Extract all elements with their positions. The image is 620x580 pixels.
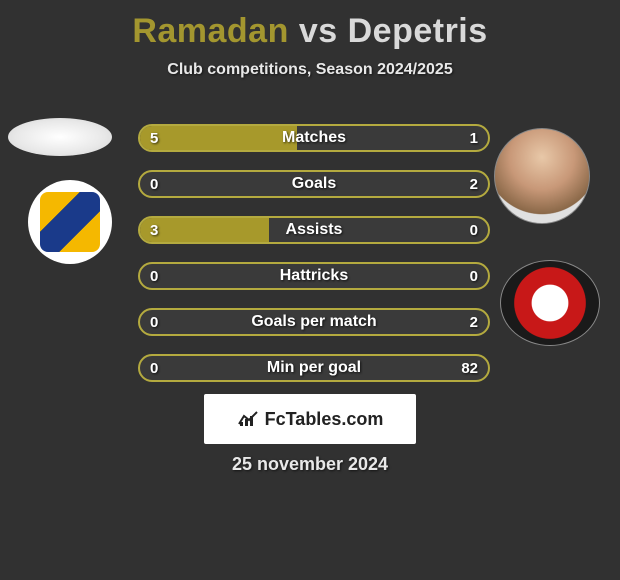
stat-value-right: 2	[470, 310, 478, 334]
stat-label: Min per goal	[140, 356, 488, 380]
player1-avatar	[8, 118, 112, 156]
stat-value-right: 0	[470, 218, 478, 242]
stat-value-right: 2	[470, 172, 478, 196]
subtitle: Club competitions, Season 2024/2025	[0, 61, 620, 79]
player1-club-badge-inner	[40, 192, 100, 252]
branding-text: FcTables.com	[265, 409, 384, 430]
stat-row: 0 Min per goal 82	[138, 354, 490, 382]
stat-label: Assists	[140, 218, 488, 242]
vs-label: vs	[299, 12, 338, 50]
player2-name: Depetris	[348, 12, 488, 50]
branding-badge: FcTables.com	[204, 394, 416, 444]
stat-label: Goals per match	[140, 310, 488, 334]
comparison-title: Ramadan vs Depetris	[0, 0, 620, 51]
player2-avatar	[494, 128, 590, 224]
stat-value-right: 1	[470, 126, 478, 150]
player1-club-badge	[28, 180, 112, 264]
stat-row: 3 Assists 0	[138, 216, 490, 244]
stat-row: 0 Goals per match 2	[138, 308, 490, 336]
chart-icon	[237, 410, 259, 428]
stat-value-right: 82	[461, 356, 478, 380]
date-label: 25 november 2024	[0, 454, 620, 475]
player2-club-badge	[500, 260, 600, 346]
player1-name: Ramadan	[132, 12, 289, 50]
stat-value-right: 0	[470, 264, 478, 288]
stat-label: Hattricks	[140, 264, 488, 288]
stat-row: 0 Goals 2	[138, 170, 490, 198]
stat-label: Goals	[140, 172, 488, 196]
stats-bar-chart: 5 Matches 1 0 Goals 2 3 Assists 0 0 Hatt…	[138, 124, 490, 400]
stat-row: 5 Matches 1	[138, 124, 490, 152]
stat-row: 0 Hattricks 0	[138, 262, 490, 290]
stat-label: Matches	[140, 126, 488, 150]
